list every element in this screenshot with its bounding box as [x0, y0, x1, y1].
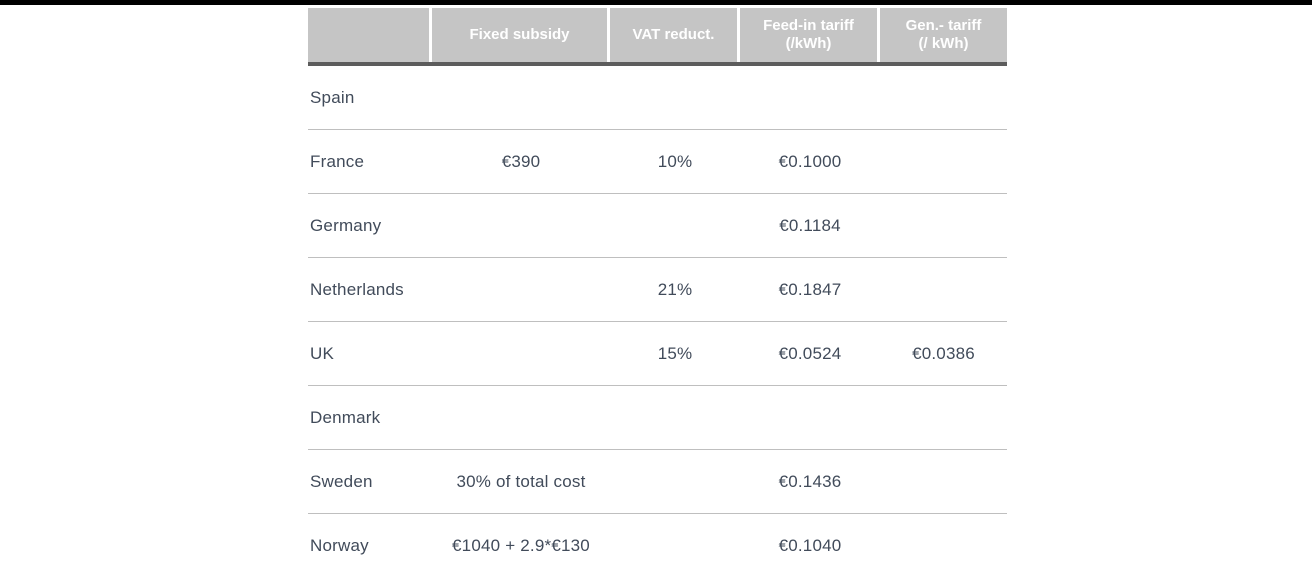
feed-in-tariff-cell: €0.1000 [778, 151, 842, 171]
feed-in-tariff-cell: €0.1847 [778, 279, 842, 299]
column-header-generation-tariff: Gen.- tariff (/ kWh) [880, 8, 1007, 62]
table-row-uk: UK 15% €0.0524 €0.0386 [308, 322, 1007, 386]
table-row-netherlands: Netherlands 21% €0.1847 [308, 258, 1007, 322]
feed-in-tariff-cell: €0.1040 [778, 535, 842, 555]
table-row-germany: Germany €0.1184 [308, 194, 1007, 258]
gen-tariff-cell: €0.0386 [912, 343, 975, 363]
country-cell: Netherlands [310, 279, 404, 299]
country-cell: Germany [310, 215, 382, 235]
table-row-norway: Norway €1040 + 2.9*€130 €0.1040 [308, 514, 1007, 577]
table-row-sweden: Sweden 30% of total cost €0.1436 [308, 450, 1007, 514]
column-header-vat-reduction: VAT reduct. [610, 8, 740, 62]
feed-in-tariff-cell: €0.1436 [778, 471, 842, 491]
top-black-bar [0, 0, 1312, 5]
column-header-fixed-subsidy: Fixed subsidy [432, 8, 610, 62]
vat-reduction-cell: 15% [657, 343, 693, 363]
feed-in-tariff-cell: €0.1184 [779, 215, 841, 235]
vat-reduction-cell: 21% [657, 279, 693, 299]
country-cell: Sweden [310, 471, 373, 491]
column-header-feed-in-tariff: Feed-in tariff (/kWh) [740, 8, 880, 62]
subsidy-table: Fixed subsidy VAT reduct. Feed-in tariff… [308, 8, 1007, 577]
country-cell: Spain [310, 87, 355, 107]
vat-reduction-cell: 10% [657, 151, 693, 171]
fixed-subsidy-cell: 30% of total cost [456, 471, 586, 491]
column-header-country [308, 8, 432, 62]
fixed-subsidy-cell: €390 [501, 151, 541, 171]
table-row-france: France €390 10% €0.1000 [308, 130, 1007, 194]
feed-in-tariff-cell: €0.0524 [778, 343, 842, 363]
country-cell: Norway [310, 535, 369, 555]
country-cell: France [310, 151, 365, 171]
header-rule [308, 62, 1007, 66]
fixed-subsidy-cell: €1040 + 2.9*€130 [452, 535, 590, 555]
table-header-row: Fixed subsidy VAT reduct. Feed-in tariff… [308, 8, 1007, 62]
country-cell: Denmark [310, 407, 381, 427]
country-cell: UK [310, 343, 335, 363]
table-row-denmark: Denmark [308, 386, 1007, 450]
table-row-spain: Spain [308, 66, 1007, 130]
